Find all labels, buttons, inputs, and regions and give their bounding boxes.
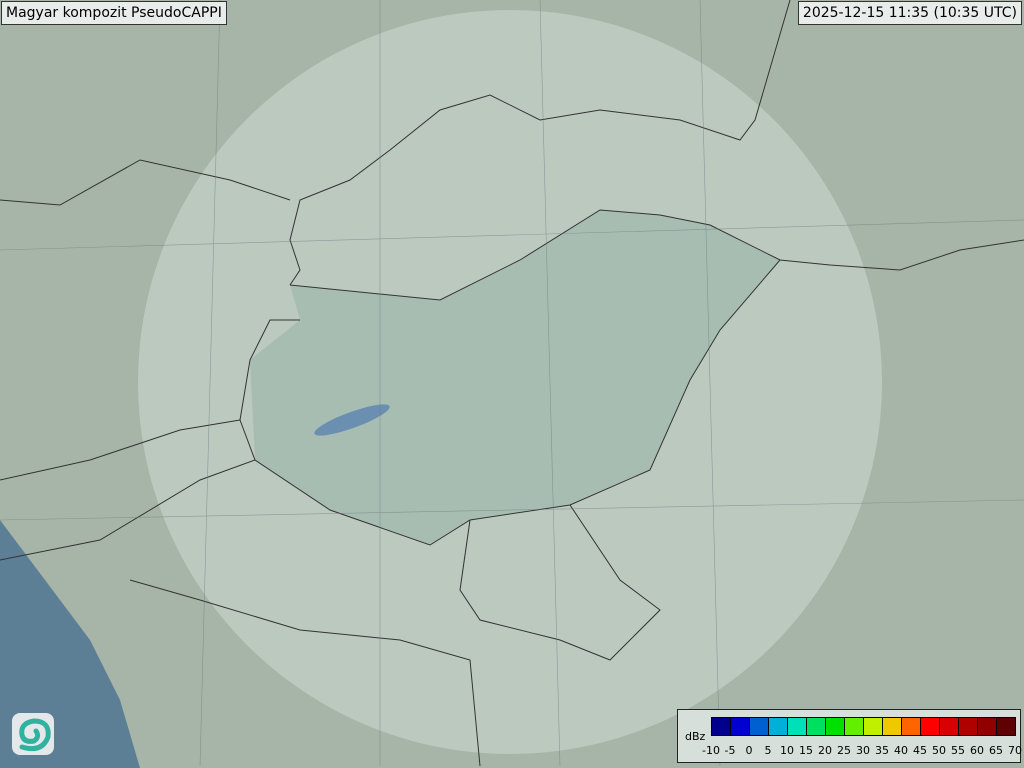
legend-tick-label: 5 <box>764 744 772 757</box>
legend-swatch <box>883 718 902 735</box>
legend-swatch <box>978 718 997 735</box>
timestamp: 2025-12-15 11:35 (10:35 UTC) <box>797 1 1022 25</box>
legend-swatch <box>959 718 978 735</box>
legend-tick-label: 15 <box>799 744 813 757</box>
legend-tick-label: 65 <box>989 744 1003 757</box>
legend-tick-label: 0 <box>745 744 753 757</box>
dbz-legend: dBz -10 -5 0 5 10 15 20 25 30 35 40 45 50 55 60 65 70 <box>677 709 1022 763</box>
legend-color-bar <box>711 717 1016 736</box>
radar-coverage-area <box>138 10 882 754</box>
map-title: Magyar kompozit PseudoCAPPI <box>1 1 227 25</box>
legend-swatch <box>940 718 959 735</box>
swirl-logo-icon[interactable] <box>12 713 54 755</box>
legend-tick-label: -5 <box>724 744 736 757</box>
legend-swatch <box>807 718 826 735</box>
legend-swatch <box>712 718 731 735</box>
legend-tick-label: -10 <box>702 744 720 757</box>
legend-swatch <box>864 718 883 735</box>
legend-swatch <box>788 718 807 735</box>
legend-tick-label: 20 <box>818 744 832 757</box>
legend-swatch <box>845 718 864 735</box>
legend-swatch <box>731 718 750 735</box>
legend-swatch <box>826 718 845 735</box>
legend-tick-label: 30 <box>856 744 870 757</box>
legend-swatch <box>769 718 788 735</box>
legend-tick-label: 40 <box>894 744 908 757</box>
hungary-radar-zone <box>250 210 780 545</box>
legend-tick-label: 10 <box>780 744 794 757</box>
legend-unit: dBz <box>685 730 706 743</box>
lake-balaton <box>314 404 390 436</box>
legend-tick-label: 60 <box>970 744 984 757</box>
legend-swatch <box>750 718 769 735</box>
legend-swatch <box>921 718 940 735</box>
legend-tick-label: 50 <box>932 744 946 757</box>
legend-swatch <box>902 718 921 735</box>
legend-tick-label: 25 <box>837 744 851 757</box>
legend-tick-label: 55 <box>951 744 965 757</box>
adriatic-sea <box>0 520 140 768</box>
legend-tick-label: 45 <box>913 744 927 757</box>
legend-swatch <box>997 718 1015 735</box>
legend-tick-label: 35 <box>875 744 889 757</box>
legend-tick-label: 70 <box>1008 744 1022 757</box>
